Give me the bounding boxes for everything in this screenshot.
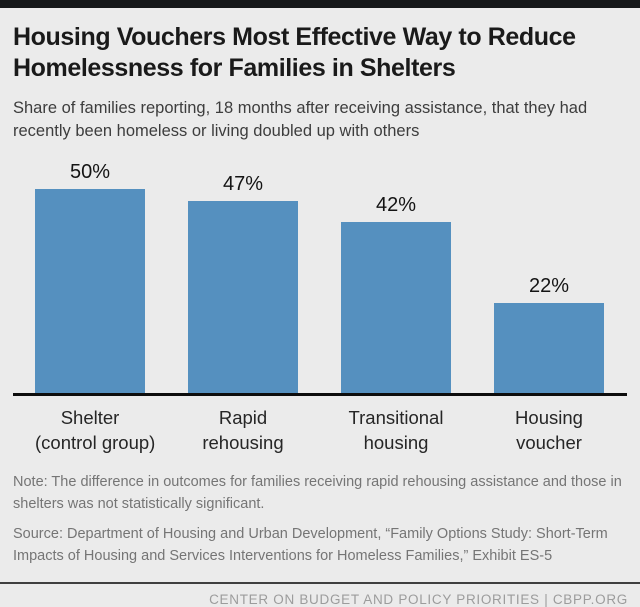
chart-subtitle: Share of families reporting, 18 months a… — [13, 99, 588, 140]
bar-column: 22% — [494, 275, 604, 393]
bar-value-label: 47% — [222, 173, 264, 195]
note-text: Note: The difference in outcomes for fam… — [13, 474, 622, 512]
footer-divider — [0, 582, 640, 584]
top-accent-bar — [0, 0, 640, 8]
plot-area: 50% 47% 42% 22% — [0, 143, 640, 393]
x-axis-label: Transitional housing — [348, 407, 444, 453]
bar-value-label: 50% — [69, 161, 111, 183]
bar — [188, 201, 298, 393]
bar-chart: 50% 47% 42% 22% Shelter (control group) Rapid… — [0, 143, 640, 455]
bar — [341, 222, 451, 393]
x-axis-labels: Shelter (control group) Rapid rehousing Tran… — [0, 405, 640, 455]
x-axis-label: Rapid rehousing — [202, 407, 284, 453]
x-axis-label: Shelter (control group) — [35, 407, 156, 453]
bar-value-label: 42% — [375, 194, 417, 216]
bar — [494, 303, 604, 393]
bar — [35, 189, 145, 393]
footer-credit: CENTER ON BUDGET AND POLICY PRIORITIES |… — [209, 592, 628, 607]
source-text: Source: Department of Housing and Urban … — [13, 526, 608, 564]
bar-column: 47% — [188, 173, 298, 393]
x-axis-label: Housing voucher — [515, 407, 583, 453]
bar-value-label: 22% — [528, 275, 570, 297]
bar-column: 50% — [35, 161, 145, 393]
page-title: Housing Vouchers Most Effective Way to R… — [13, 23, 576, 82]
bar-column: 42% — [341, 194, 451, 393]
x-axis-line — [13, 393, 627, 396]
